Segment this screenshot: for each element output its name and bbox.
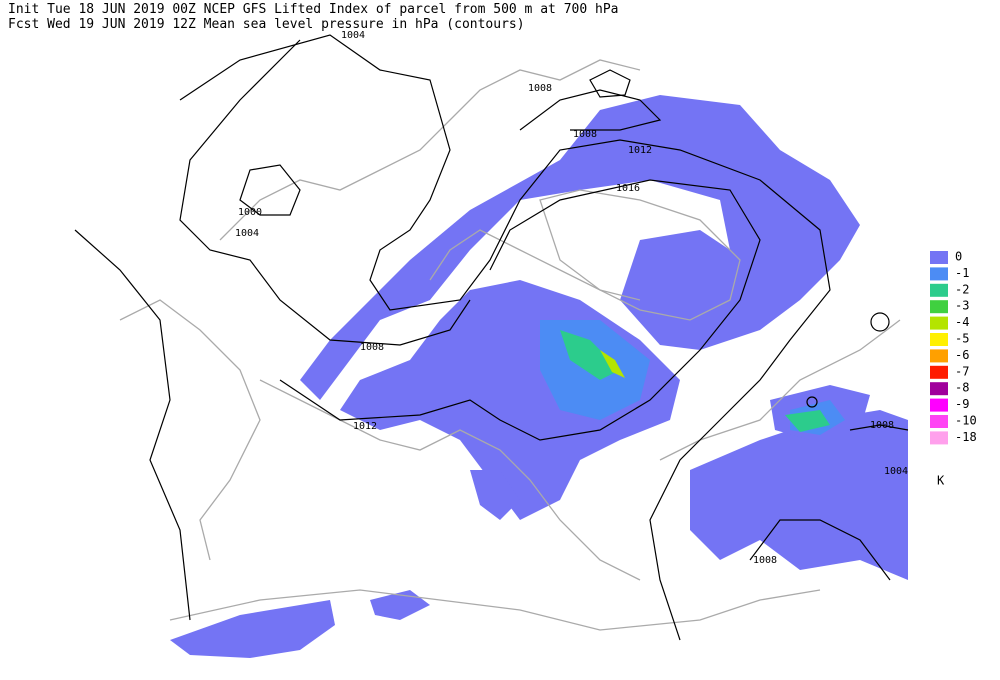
contour-label: 1000 [238,207,262,218]
lifted-index-shading [170,95,908,658]
legend: K 0 -1 -2 -3 -4 -5 -6 -7 -8 -9 -10 -18 [930,250,977,488]
shading [785,410,830,432]
contour-label: 1004 [341,30,365,41]
legend-label: -1 [955,266,969,280]
isobars [74,34,909,641]
isobar [870,312,890,332]
legend-label: -4 [955,315,969,329]
isobar [179,39,471,346]
coastline [539,189,741,321]
isobar [749,519,891,581]
legend-swatch [930,398,948,412]
legend-swatch [930,333,948,346]
coastlines [119,59,901,631]
legend-swatch [930,431,948,445]
coastline [219,59,641,241]
contour-label: 1016 [616,183,640,194]
coastline [659,319,901,461]
legend-swatch [930,251,948,264]
legend-label: -18 [955,430,977,444]
isobar [589,69,631,98]
legend-swatch [930,415,948,428]
shading [690,410,908,580]
legend-swatch [930,382,948,396]
isobar [849,424,909,431]
contour-label: 1008 [573,129,597,140]
legend-label: -8 [955,381,969,395]
header-line: Init Tue 18 JUN 2019 00Z NCEP GFS Lifted… [8,2,618,17]
header-line: Fcst Wed 19 JUN 2019 12Z Mean sea level … [8,17,525,32]
isobar [519,89,662,131]
coastline [119,299,261,561]
contour-label: 1008 [360,342,384,353]
legend-swatch [930,316,948,330]
shading [300,95,860,400]
legend-swatch [930,267,948,281]
contour-label: 1004 [884,466,908,477]
contour-label: 1012 [353,421,377,432]
legend-unit: K [937,474,945,488]
legend-label: -2 [955,282,969,296]
legend-swatch [930,349,948,363]
shading [560,330,620,380]
legend-label: -5 [955,332,969,346]
contour-label: 1012 [628,145,652,156]
isobar [279,179,761,441]
contour-label: 1008 [753,555,777,566]
legend-label: -10 [955,414,977,428]
shading [600,350,625,378]
contour-label: 1008 [870,420,894,431]
isobar [179,34,831,641]
shading [170,600,335,658]
isobar [74,229,191,621]
legend-label: 0 [955,250,962,264]
legend-label: -6 [955,348,969,362]
contour-label: 1004 [235,228,259,239]
legend-label: -3 [955,299,969,313]
legend-label: -9 [955,397,969,411]
coastline [169,589,821,631]
legend-label: -7 [955,364,969,378]
contour-label: 1008 [528,83,552,94]
contour-labels: 1004 1008 1008 1012 1016 1000 1004 1008 … [235,30,908,566]
legend-swatch [930,365,948,379]
isobar [239,164,301,216]
legend-swatch [930,283,948,297]
coastline [259,379,641,581]
shading [470,470,520,520]
isobar [806,396,818,408]
legend-swatch [930,300,948,314]
